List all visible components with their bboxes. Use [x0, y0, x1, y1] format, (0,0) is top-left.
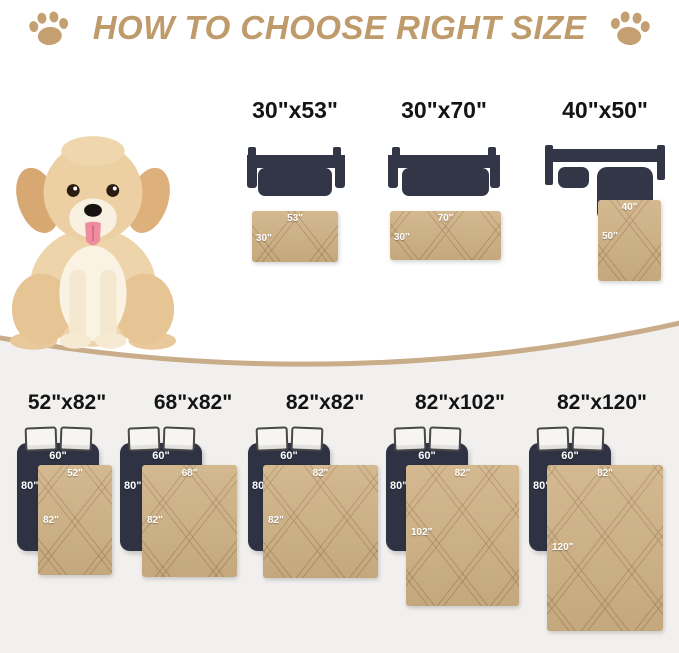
- bed-length-label: 80": [390, 480, 408, 492]
- bed-width-label: 60": [418, 450, 436, 462]
- size-heading: 82"x82": [285, 391, 365, 414]
- cover-width-label: 68": [181, 468, 198, 479]
- cover-illustration: 40" 50": [598, 200, 661, 281]
- cover-illustration: 82" 82": [263, 465, 378, 578]
- curved-divider: [0, 315, 679, 397]
- pillow-icon: [290, 426, 324, 452]
- size-heading: 30"x70": [401, 97, 487, 123]
- cover-width-label: 40": [621, 202, 638, 213]
- cover-width-label: 53": [287, 213, 303, 224]
- bench-cushion: [258, 168, 332, 196]
- cover-length-label: 102": [411, 527, 433, 538]
- cover-height-label: 30": [394, 232, 410, 243]
- cover-illustration: 68" 82": [142, 465, 237, 577]
- cover-illustration: 82" 102": [406, 465, 519, 606]
- pillow-icon: [59, 426, 93, 452]
- paw-icon: [606, 6, 654, 50]
- pillow-icon: [536, 426, 570, 452]
- pillow-icon: [255, 426, 289, 452]
- size-heading: 30"x53": [252, 97, 338, 123]
- cover-length-label: 82": [268, 515, 284, 526]
- size-heading: 40"x50": [562, 97, 648, 123]
- daybed-cushion: [558, 167, 589, 188]
- cover-illustration: 82" 120": [547, 465, 663, 631]
- pillow-icon: [428, 426, 462, 452]
- bed-length-label: 80": [124, 480, 142, 492]
- title-row: HOW TO CHOOSE RIGHT SIZE: [0, 0, 679, 56]
- cover-width-label: 70": [437, 213, 454, 224]
- pillow-icon: [127, 426, 161, 452]
- bed-width-label: 60": [152, 450, 170, 462]
- pillow-icon: [571, 426, 605, 452]
- size-heading: 82"x102": [415, 391, 505, 414]
- pillow-icon: [393, 426, 427, 452]
- cover-width-label: 82": [312, 468, 329, 479]
- cover-illustration: 53" 30": [252, 211, 338, 262]
- bench-illustration: [247, 147, 345, 196]
- cover-length-label: 82": [147, 515, 163, 526]
- bed-length-label: 80": [21, 480, 39, 492]
- cover-illustration: 52" 82": [38, 465, 112, 575]
- bed-width-label: 60": [280, 450, 298, 462]
- bench-illustration: [388, 147, 500, 196]
- size-heading: 68"x82": [153, 391, 233, 414]
- cover-illustration: 70" 30": [390, 211, 501, 260]
- cover-width-label: 52": [67, 468, 83, 479]
- bed-width-label: 60": [49, 450, 67, 462]
- cover-width-label: 82": [454, 468, 471, 479]
- pillow-icon: [24, 426, 58, 452]
- cover-length-label: 82": [43, 515, 59, 526]
- size-heading: 82"x120": [557, 391, 647, 414]
- bench-cushion: [402, 168, 489, 196]
- paw-icon: [25, 6, 73, 50]
- bed-length-label: 80": [533, 480, 551, 492]
- bed-width-label: 60": [561, 450, 579, 462]
- cover-height-label: 50": [602, 231, 618, 242]
- cover-length-label: 120": [552, 542, 574, 553]
- pillow-icon: [162, 426, 196, 452]
- page-title: HOW TO CHOOSE RIGHT SIZE: [92, 9, 587, 46]
- puppy-image: [4, 120, 182, 352]
- size-heading: 52"x82": [27, 391, 107, 414]
- cover-height-label: 30": [256, 233, 272, 244]
- cover-width-label: 82": [597, 468, 613, 479]
